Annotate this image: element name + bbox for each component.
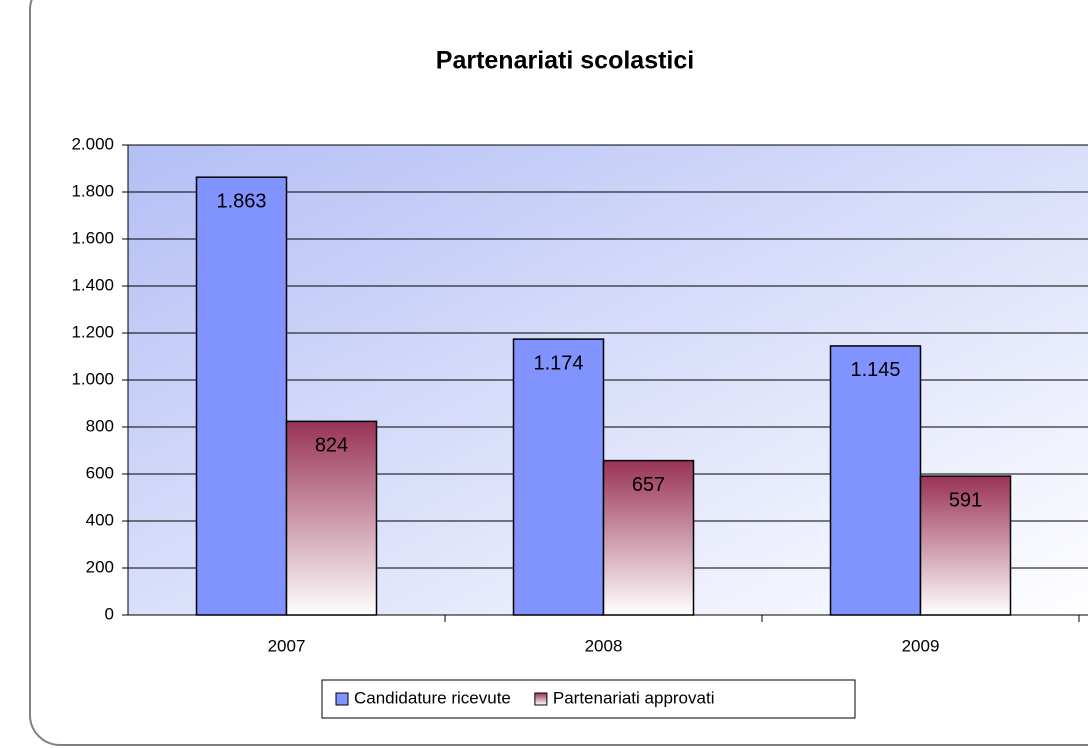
- x-tick-label: 2009: [902, 636, 940, 655]
- data-label: 1.863: [216, 190, 266, 212]
- legend-swatch: [335, 692, 349, 706]
- bar: [829, 345, 922, 616]
- y-tick-label: 1.000: [71, 369, 114, 388]
- y-tick-label: 1.800: [71, 181, 114, 200]
- y-tick-label: 600: [86, 463, 114, 482]
- bar: [919, 475, 1012, 616]
- x-tick-label: 2007: [268, 636, 306, 655]
- y-tick-label: 1.200: [71, 322, 114, 341]
- legend-label: Partenariati approvati: [553, 688, 715, 707]
- y-tick-label: 0: [105, 604, 114, 623]
- y-tick-label: 1.400: [71, 275, 114, 294]
- y-tick-label: 800: [86, 416, 114, 435]
- legend-label: Candidature ricevute: [354, 688, 511, 707]
- legend-swatch: [534, 692, 548, 706]
- data-label: 657: [632, 474, 665, 496]
- y-tick-label: 1.600: [71, 228, 114, 247]
- chart-title: Partenariati scolastici: [436, 47, 694, 75]
- y-tick-label: 200: [86, 557, 114, 576]
- data-label: 1.145: [850, 359, 900, 381]
- y-tick-label: 400: [86, 510, 114, 529]
- x-tick-label: 2008: [585, 636, 623, 655]
- data-label: 591: [949, 489, 982, 511]
- bar: [602, 459, 695, 616]
- bar: [195, 176, 288, 616]
- data-label: 824: [315, 435, 348, 457]
- bar: [512, 338, 605, 616]
- data-label: 1.174: [533, 352, 583, 374]
- legend-box: [321, 679, 856, 719]
- bar: [285, 420, 378, 616]
- y-tick-label: 2.000: [71, 134, 114, 153]
